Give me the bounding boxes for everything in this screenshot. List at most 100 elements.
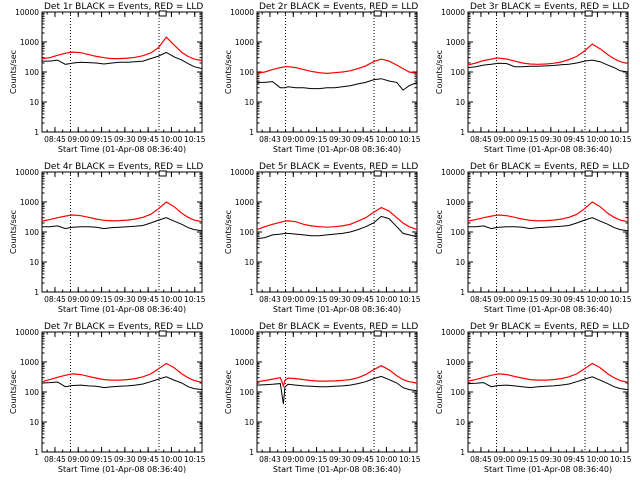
plot-title: Det 4r BLACK = Events, RED = LLD <box>44 162 203 172</box>
x-tick-label: 10:15 <box>184 455 206 464</box>
attenuator-box-marker <box>584 330 593 337</box>
x-tick-label: 08:45 <box>470 295 492 304</box>
x-tick-label: 09:45 <box>137 455 159 464</box>
x-tick-label: 10:00 <box>161 135 183 144</box>
plot-title: Det 7r BLACK = Events, RED = LLD <box>44 322 203 332</box>
plot-frame <box>41 11 203 133</box>
y-tick-label: 100 <box>25 388 40 397</box>
x-tick-label: 09:15 <box>91 455 113 464</box>
x-tick-label: 09:30 <box>114 135 136 144</box>
y-tick-label: 1000 <box>446 198 465 207</box>
y-tick-label: 10000 <box>441 328 465 337</box>
y-tick-label: 10000 <box>15 168 39 177</box>
x-axis-label: Start Time (01-Apr-08 08:36:40) <box>273 145 401 154</box>
lld-series-line <box>256 206 418 231</box>
x-tick-label: 09:15 <box>517 455 539 464</box>
y-tick-label: 1000 <box>235 38 254 47</box>
events-series-line <box>468 217 629 232</box>
x-tick-label: 10:00 <box>587 295 609 304</box>
x-tick-label: 10:00 <box>161 295 183 304</box>
events-series-line <box>41 376 203 391</box>
y-axis-label: Counts/sec <box>224 370 233 414</box>
plot-title: Det 3r BLACK = Events, RED = LLD <box>470 2 629 12</box>
y-tick-label: 10 <box>29 98 39 107</box>
events-series-line <box>42 217 203 232</box>
lld-series-line <box>256 365 418 388</box>
x-tick-label: 09:00 <box>67 135 89 144</box>
x-tick-label: 10:00 <box>587 455 609 464</box>
x-tick-label: 10:00 <box>587 135 609 144</box>
x-tick-label: 10:00 <box>161 455 183 464</box>
x-tick-label: 10:15 <box>399 135 421 144</box>
x-tick-label: 10:15 <box>184 135 206 144</box>
plot-det-8r: Det 8r BLACK = Events, RED = LLD 1 10 100 10… <box>224 322 421 474</box>
x-tick-label: 09:30 <box>540 295 562 304</box>
events-series-line <box>467 376 629 391</box>
lld-series-line <box>467 201 629 223</box>
y-tick-label: 10000 <box>230 8 254 17</box>
y-tick-label: 10000 <box>441 168 465 177</box>
lld-series-line <box>467 43 629 66</box>
y-tick-label: 10 <box>244 418 254 427</box>
y-tick-label: 10 <box>455 98 465 107</box>
y-tick-label: 10 <box>29 418 39 427</box>
y-tick-label: 1 <box>34 288 39 297</box>
plot-title: Det 9r BLACK = Events, RED = LLD <box>470 322 629 332</box>
y-tick-label: 10000 <box>441 8 465 17</box>
x-tick-label: 09:15 <box>306 455 328 464</box>
y-tick-label: 100 <box>451 388 466 397</box>
plot-title: Det 2r BLACK = Events, RED = LLD <box>259 2 418 12</box>
plot-frame <box>256 171 418 293</box>
x-tick-label: 09:30 <box>540 135 562 144</box>
attenuator-box-marker <box>373 10 382 17</box>
x-tick-label: 09:00 <box>493 455 515 464</box>
x-tick-label: 08:45 <box>470 135 492 144</box>
x-tick-label: 09:45 <box>563 135 585 144</box>
y-tick-label: 10 <box>455 258 465 267</box>
plot-det-4r: Det 4r BLACK = Events, RED = LLD 1 10 100 10… <box>9 162 206 314</box>
y-tick-label: 1 <box>249 448 254 457</box>
x-tick-label: 09:30 <box>114 295 136 304</box>
x-tick-label: 09:45 <box>137 295 159 304</box>
events-series-line <box>467 59 629 73</box>
y-axis-label: Counts/sec <box>9 370 18 414</box>
lld-series-line <box>41 36 203 62</box>
attenuator-box-marker <box>158 330 167 337</box>
x-axis-label: Start Time (01-Apr-08 08:36:40) <box>273 305 401 314</box>
y-tick-label: 1000 <box>235 198 254 207</box>
plot-det-9r: Det 9r BLACK = Events, RED = LLD 1 10 100 10… <box>435 322 632 474</box>
x-tick-label: 09:30 <box>540 455 562 464</box>
x-tick-label: 10:00 <box>376 135 398 144</box>
x-tick-label: 10:15 <box>184 295 206 304</box>
x-tick-label: 09:00 <box>493 295 515 304</box>
x-tick-label: 09:30 <box>329 135 351 144</box>
y-tick-label: 1000 <box>20 38 39 47</box>
x-axis-label: Start Time (01-Apr-08 08:36:40) <box>58 305 186 314</box>
y-tick-label: 1 <box>460 448 465 457</box>
attenuator-box-marker <box>373 330 382 337</box>
plot-det-2r: Det 2r BLACK = Events, RED = LLD 1 10 100 10… <box>224 2 421 154</box>
y-tick-label: 10000 <box>230 328 254 337</box>
plot-frame <box>41 331 203 453</box>
x-axis-label: Start Time (01-Apr-08 08:36:40) <box>484 145 612 154</box>
x-tick-label: 09:00 <box>67 295 89 304</box>
x-axis-label: Start Time (01-Apr-08 08:36:40) <box>273 465 401 474</box>
y-tick-label: 100 <box>240 228 255 237</box>
y-tick-label: 10000 <box>15 8 39 17</box>
y-tick-label: 1000 <box>446 38 465 47</box>
x-tick-label: 08:45 <box>470 455 492 464</box>
y-tick-label: 100 <box>240 388 255 397</box>
y-tick-label: 100 <box>451 228 466 237</box>
x-tick-label: 10:15 <box>610 135 632 144</box>
x-tick-label: 08:43 <box>259 295 281 304</box>
x-tick-label: 08:45 <box>44 295 66 304</box>
x-tick-label: 09:30 <box>329 455 351 464</box>
y-tick-label: 100 <box>25 68 40 77</box>
x-tick-label: 09:00 <box>67 455 89 464</box>
plot-frame <box>467 11 629 133</box>
lld-series-line <box>41 201 203 223</box>
plot-frame <box>467 331 629 453</box>
y-tick-label: 10 <box>244 258 254 267</box>
x-tick-label: 10:15 <box>610 455 632 464</box>
